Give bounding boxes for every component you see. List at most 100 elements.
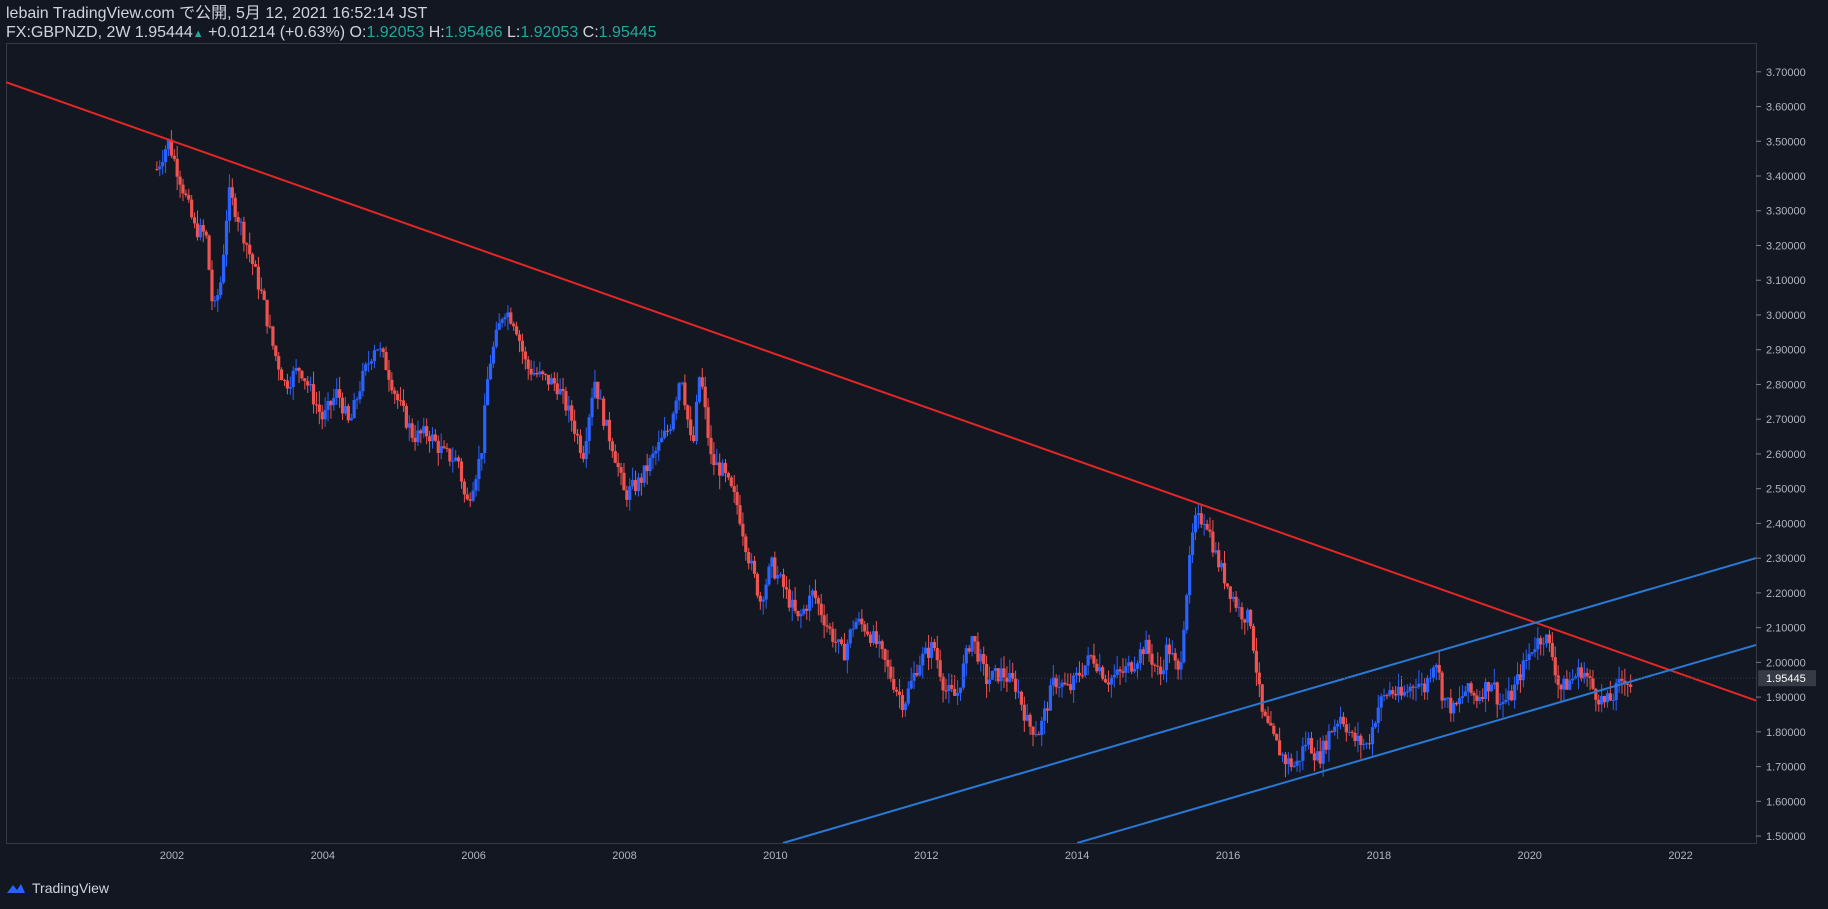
candle-body bbox=[924, 647, 928, 654]
candle-body bbox=[230, 187, 234, 198]
open-label: O: bbox=[349, 24, 367, 41]
candle-body bbox=[1307, 738, 1311, 745]
candle-body bbox=[1150, 653, 1154, 665]
candle-body bbox=[726, 473, 730, 478]
candle-body bbox=[1608, 693, 1612, 701]
candle-body bbox=[1565, 678, 1569, 690]
candle-body bbox=[1571, 678, 1575, 681]
candle-body bbox=[213, 300, 217, 302]
plot-area[interactable] bbox=[6, 43, 1757, 844]
candle-body bbox=[454, 457, 458, 461]
candle-body bbox=[1173, 653, 1177, 661]
candle-body bbox=[1257, 672, 1261, 685]
candle-body bbox=[718, 462, 722, 476]
candle-body bbox=[1048, 685, 1053, 711]
candle-body bbox=[1350, 731, 1354, 733]
y-tick-label: 1.50000 bbox=[1766, 831, 1806, 843]
candle-body bbox=[802, 608, 806, 614]
candle-body bbox=[1391, 690, 1395, 694]
candle-body bbox=[268, 326, 272, 328]
x-tick-label: 2020 bbox=[1517, 850, 1541, 862]
candle-body bbox=[1489, 684, 1494, 692]
candle-body bbox=[863, 624, 867, 632]
candle-body bbox=[500, 319, 504, 324]
candle-body bbox=[181, 184, 185, 194]
candle-body bbox=[1196, 513, 1200, 516]
candle-body bbox=[207, 235, 211, 270]
candle-body bbox=[445, 447, 449, 449]
candle-body bbox=[1016, 691, 1021, 693]
candle-body bbox=[201, 225, 205, 232]
candle-body bbox=[671, 413, 675, 430]
candle-body bbox=[1562, 678, 1566, 690]
candle-body bbox=[776, 574, 780, 579]
candle-body bbox=[155, 169, 159, 171]
candle-body bbox=[227, 187, 231, 221]
candle-body bbox=[735, 492, 739, 506]
candle-body bbox=[190, 199, 194, 218]
candle-body bbox=[813, 590, 818, 599]
candle-body bbox=[750, 560, 754, 564]
brand-label[interactable]: TradingView bbox=[32, 880, 110, 896]
candle-body bbox=[619, 467, 623, 473]
candle-body bbox=[689, 419, 693, 436]
candle-body bbox=[950, 684, 954, 689]
candle-body bbox=[274, 345, 278, 357]
candle-body bbox=[895, 689, 899, 692]
candle-body bbox=[378, 348, 382, 350]
candle-body bbox=[248, 244, 252, 255]
candle-body bbox=[387, 370, 391, 380]
candle-body bbox=[1144, 639, 1148, 655]
candle-body bbox=[259, 289, 263, 291]
candle-body bbox=[1249, 609, 1253, 627]
candle-body bbox=[236, 217, 240, 222]
candle-body bbox=[1600, 696, 1604, 705]
candle-body bbox=[1159, 666, 1163, 675]
candle-body bbox=[758, 595, 762, 602]
candle-body bbox=[187, 195, 191, 200]
candle-body bbox=[712, 454, 716, 466]
candle-body bbox=[393, 390, 397, 394]
candle-body bbox=[1544, 634, 1549, 644]
candle-body bbox=[256, 266, 261, 290]
candle-body bbox=[497, 323, 501, 330]
candle-body bbox=[1040, 720, 1044, 736]
candle-body bbox=[1275, 734, 1279, 741]
candle-body bbox=[1066, 684, 1070, 686]
candle-body bbox=[1486, 682, 1491, 692]
symbol-label[interactable]: FX:GBPNZD, 2W bbox=[6, 24, 131, 41]
candle-body bbox=[723, 462, 728, 474]
y-tick-label: 1.90000 bbox=[1766, 692, 1806, 704]
candle-body bbox=[1568, 680, 1572, 690]
candle-body bbox=[645, 465, 649, 472]
candle-body bbox=[1388, 690, 1392, 696]
candle-body bbox=[1466, 683, 1470, 692]
candle-body bbox=[892, 678, 896, 690]
candle-body bbox=[955, 692, 960, 696]
candle-body bbox=[790, 599, 794, 608]
candle-body bbox=[265, 299, 269, 327]
candle-body bbox=[1518, 674, 1523, 681]
candle-body bbox=[1594, 688, 1598, 700]
candle-body bbox=[1402, 692, 1406, 696]
candle-body bbox=[741, 523, 745, 537]
candle-body bbox=[752, 560, 757, 574]
candle-body bbox=[1365, 743, 1369, 745]
candle-body bbox=[903, 703, 907, 711]
candle-body bbox=[1370, 727, 1375, 745]
candle-body bbox=[839, 639, 844, 644]
candle-body bbox=[1553, 657, 1557, 676]
candle-body bbox=[335, 389, 339, 398]
candle-body bbox=[355, 399, 359, 401]
open-value: 1.92053 bbox=[366, 24, 425, 41]
candle-body bbox=[909, 680, 913, 689]
x-tick-label: 2004 bbox=[311, 850, 335, 862]
y-tick-label: 2.50000 bbox=[1766, 484, 1806, 496]
candle-body bbox=[422, 426, 426, 434]
candle-body bbox=[1394, 693, 1398, 696]
candle-body bbox=[349, 418, 353, 421]
candle-body bbox=[1510, 690, 1514, 701]
candle-body bbox=[979, 654, 983, 662]
candle-body bbox=[567, 405, 571, 411]
